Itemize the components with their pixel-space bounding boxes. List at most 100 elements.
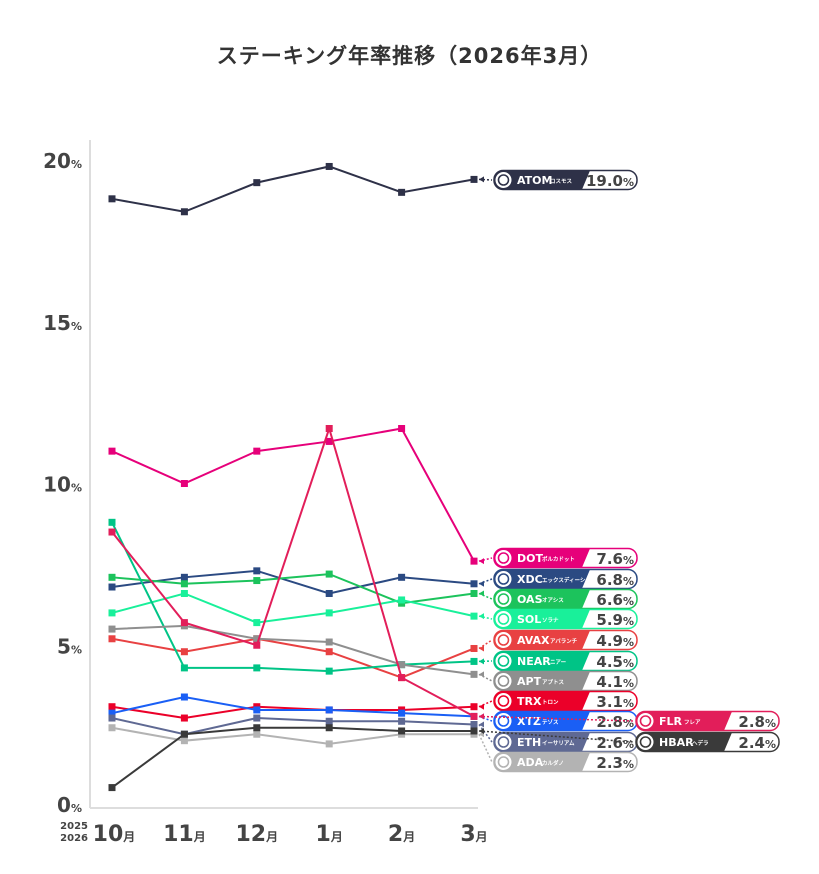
data-point <box>398 674 406 682</box>
label-value: 2.8% <box>738 713 776 731</box>
series-label-sol: SOL ソラナ 5.9% <box>493 608 638 630</box>
label-value-number: 7.6 <box>596 550 623 568</box>
data-point <box>253 730 261 738</box>
series-line <box>111 573 475 605</box>
data-point <box>398 717 406 725</box>
data-point <box>470 727 478 735</box>
x-tick-unit: 月 <box>475 830 488 844</box>
data-point <box>108 528 116 536</box>
series-line <box>111 705 475 720</box>
label-value-number: 4.9 <box>596 632 623 650</box>
x-tick-label: 10月 <box>93 822 136 847</box>
label-value-unit: % <box>623 636 634 649</box>
year-label-end: 2026 <box>60 833 88 844</box>
label-name-bg <box>493 569 590 589</box>
data-point <box>253 635 261 643</box>
label-ticker: ATOM <box>517 174 552 187</box>
label-value-unit: % <box>623 554 634 567</box>
data-point <box>180 619 188 627</box>
label-ticker: HBAR <box>659 736 694 749</box>
data-point <box>470 703 478 711</box>
oas-logo-mark <box>497 593 510 605</box>
label-value-unit: % <box>623 615 634 628</box>
series-avax: AVAX アバランチ 4.9% <box>108 629 638 682</box>
series-line <box>111 592 475 624</box>
data-point <box>253 664 261 672</box>
data-point <box>325 638 333 646</box>
series-flr: FLR フレア 2.8% <box>108 425 780 732</box>
data-point <box>470 557 478 565</box>
label-name-bg <box>493 609 590 629</box>
dot-logo-mark <box>497 552 510 564</box>
connector-arrow <box>479 580 484 587</box>
label-value-number: 4.1 <box>596 673 623 691</box>
year-label-start: 2025 <box>60 821 88 832</box>
label-value-unit: % <box>623 738 634 751</box>
connector-arrow <box>479 671 484 678</box>
series-label-xtz: XTZ テゾス 2.8% <box>493 710 638 732</box>
data-point <box>325 717 333 725</box>
data-point <box>325 425 333 433</box>
y-tick-unit: % <box>71 802 82 815</box>
label-ticker: SOL <box>517 613 541 626</box>
data-point <box>253 567 261 575</box>
label-kana: トロン <box>542 699 559 706</box>
data-point <box>470 712 478 720</box>
series-label-xdc: XDC エックスディーシー 6.8% <box>493 568 638 590</box>
connector-arrow <box>479 703 484 710</box>
connector-arrow <box>479 713 484 720</box>
x-tick-unit: 月 <box>193 830 206 844</box>
series-line <box>111 165 475 213</box>
series-line <box>111 717 475 736</box>
y-tick-label: 15% <box>43 311 82 335</box>
series-line <box>111 427 475 562</box>
x-tick-value: 12 <box>235 822 266 847</box>
data-point <box>470 589 478 597</box>
series-line <box>111 637 475 679</box>
label-value-number: 2.8 <box>596 713 623 731</box>
series-line <box>111 695 475 718</box>
y-tick-label: 10% <box>43 473 82 497</box>
x-tick-value: 2 <box>388 822 403 847</box>
data-point <box>108 518 116 526</box>
series-line <box>111 425 475 718</box>
label-connector <box>478 639 493 650</box>
x-tick-value: 1 <box>316 822 331 847</box>
data-point <box>398 573 406 581</box>
label-ticker: TRX <box>517 695 542 708</box>
label-name-bg <box>493 548 590 568</box>
data-point <box>253 714 261 722</box>
series-xdc: XDC エックスディーシー 6.8% <box>108 567 638 597</box>
label-ticker: APT <box>517 675 542 688</box>
connector-arrow <box>479 721 484 728</box>
data-point <box>108 703 116 711</box>
label-kana: ニアー <box>550 659 567 666</box>
chart-title: ステーキング年率推移（2026年3月） <box>216 44 603 68</box>
near-logo-mark <box>497 655 510 667</box>
data-point <box>180 580 188 588</box>
connector-arrow <box>479 558 484 565</box>
series-line <box>111 726 474 745</box>
x-tick-unit: 月 <box>122 830 135 844</box>
data-point <box>253 179 261 187</box>
data-point <box>470 657 478 665</box>
y-tick-unit: % <box>71 482 82 495</box>
label-name-bg <box>493 589 590 609</box>
label-kana: コスモス <box>550 178 573 185</box>
x-tick-unit: 月 <box>402 830 415 844</box>
atom-logo-mark <box>497 174 510 186</box>
label-connector <box>478 730 635 743</box>
label-value: 19.0% <box>586 172 634 190</box>
label-kana: テゾス <box>542 718 559 726</box>
series-label-trx: TRX トロン 3.1% <box>493 690 638 712</box>
connector-arrow <box>479 727 484 734</box>
label-kana: アプトス <box>542 678 565 686</box>
trx-logo-mark <box>497 695 510 707</box>
data-point <box>398 188 406 196</box>
x-tick-unit: 月 <box>330 830 343 844</box>
label-value: 2.6% <box>596 734 634 752</box>
data-point <box>108 447 116 455</box>
data-point <box>398 709 406 717</box>
label-name-bg <box>493 671 590 691</box>
